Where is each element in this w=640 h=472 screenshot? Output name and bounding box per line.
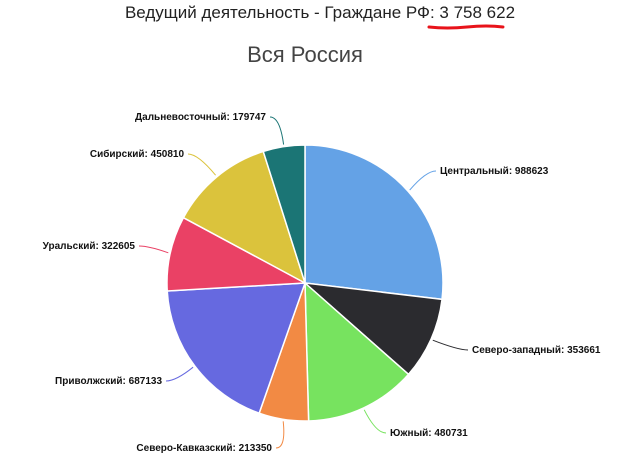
slice-label: Дальневосточный: 179747 [135, 112, 266, 123]
slice-label: Южный: 480731 [390, 428, 468, 439]
page-headline: Ведущий деятельность - Граждане РФ: 3 75… [0, 3, 640, 23]
slice-label: Северо-западный: 353661 [472, 345, 601, 356]
slice-label: Сибирский: 450810 [90, 148, 185, 160]
leader-line [187, 153, 216, 176]
pie-slice[interactable] [304, 281, 410, 422]
pie-slice[interactable] [182, 150, 307, 285]
leader-line [363, 409, 387, 434]
headline-label: Ведущий деятельность - Граждане РФ: [124, 3, 435, 22]
slice-label: Северо-Кавказский: 213350 [136, 443, 272, 454]
pie-slice[interactable] [262, 144, 306, 284]
leader-line [432, 339, 469, 351]
pie-slice[interactable] [302, 281, 443, 376]
pie-slice[interactable] [304, 144, 444, 301]
chart-title: Вся Россия [247, 42, 363, 67]
leader-line [275, 421, 285, 449]
leader-line [165, 366, 194, 382]
slice-label: Центральный: 988623 [440, 166, 549, 177]
total-underline [427, 24, 505, 30]
slice-label: Приволжский: 687133 [55, 376, 162, 387]
slice-label: Уральский: 322605 [43, 241, 136, 252]
pie-slice[interactable] [166, 282, 307, 415]
leader-line [409, 170, 437, 191]
leader-line [269, 116, 285, 145]
headline-total: 3 758 622 [439, 3, 516, 22]
leader-line [138, 245, 169, 254]
